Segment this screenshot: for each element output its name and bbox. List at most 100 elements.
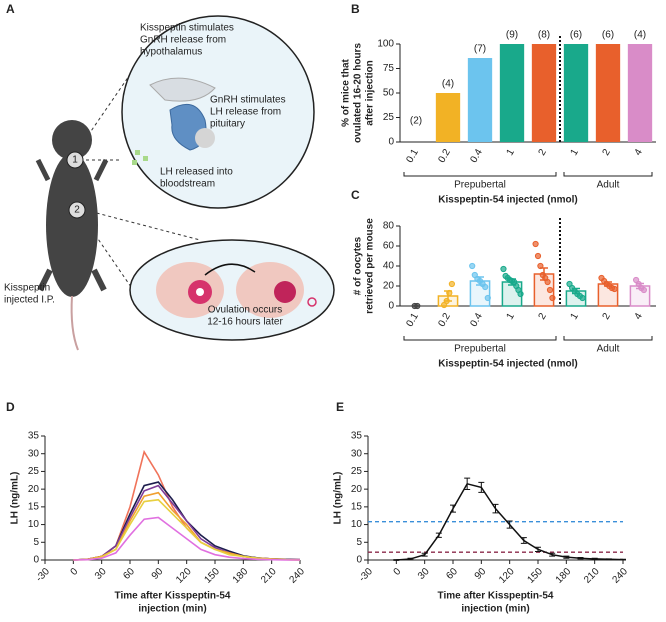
mouse-leg — [91, 268, 107, 292]
x-tick-label: 1 — [505, 311, 518, 322]
y-tick-label: 20 — [383, 281, 395, 292]
x-tick-label: 210 — [259, 566, 279, 586]
annotation: Kisspeptin stimulates — [140, 23, 234, 34]
point — [534, 252, 542, 260]
error-bar — [435, 532, 442, 538]
panel-label: D — [6, 400, 15, 414]
x-tick-label: 90 — [150, 566, 166, 582]
error-bar — [450, 504, 456, 513]
x-axis-label: injection (min) — [461, 604, 529, 615]
y-tick-label: 25 — [383, 112, 395, 123]
y-axis-label: # of oocytes — [353, 236, 364, 295]
panel-label: E — [336, 400, 344, 414]
n-label: (7) — [474, 44, 486, 55]
error-bar — [407, 557, 414, 561]
error-bar — [520, 537, 527, 544]
series-line — [73, 516, 300, 561]
x-axis-label: Kisspeptin-54 injected (nmol) — [438, 359, 577, 370]
x-tick-label: 60 — [444, 566, 460, 582]
x-tick-label: -30 — [34, 566, 52, 584]
marker — [68, 201, 86, 219]
x-tick-label: 0.1 — [404, 311, 421, 329]
y-tick-label: 50 — [383, 88, 395, 99]
x-tick-label: 90 — [473, 566, 489, 582]
y-tick-label: 80 — [383, 221, 395, 232]
mouse-tail — [70, 295, 79, 351]
y-tick-label: 30 — [351, 448, 363, 459]
x-tick-label: 0 — [392, 566, 404, 578]
y-tick-label: 25 — [28, 466, 40, 477]
x-tick-label: 1 — [505, 147, 518, 158]
marker-label: 1 — [72, 155, 78, 166]
y-axis-label: ovulated 16-20 hours — [353, 43, 364, 143]
y-tick-label: 40 — [383, 261, 395, 272]
bar — [563, 44, 589, 142]
annotation: LH release from — [210, 107, 281, 118]
point — [544, 278, 551, 286]
group-label: Prepubertal — [454, 180, 506, 191]
error-bar — [421, 552, 428, 557]
x-tick-label: 2 — [537, 147, 550, 158]
mouse-arm — [93, 158, 109, 182]
y-tick-label: 25 — [351, 466, 363, 477]
y-axis-label: LH (ng/mL) — [333, 472, 344, 525]
annotation: hypothalamus — [140, 47, 202, 58]
bar — [467, 58, 493, 142]
point — [443, 297, 450, 305]
point — [482, 283, 489, 291]
annotation: Kisspeptin — [4, 283, 50, 294]
y-tick-label: 35 — [28, 431, 40, 442]
error-bar — [535, 546, 541, 552]
oocyte — [196, 288, 204, 296]
bar — [499, 44, 525, 142]
annotation: GnRH release from — [140, 35, 226, 46]
x-tick-label: -30 — [357, 566, 375, 584]
error-bar — [563, 555, 570, 559]
released-oocyte — [307, 297, 317, 307]
point — [532, 240, 539, 248]
connector — [84, 209, 201, 241]
arrow — [204, 263, 256, 276]
x-tick-label: 60 — [121, 566, 137, 582]
x-tick-label: 180 — [554, 566, 574, 586]
group-label: Adult — [597, 180, 620, 191]
error-bar — [591, 557, 598, 561]
n-label: (4) — [634, 30, 646, 41]
x-tick-label: 180 — [231, 566, 251, 586]
bar — [627, 44, 653, 142]
x-tick-label: 30 — [93, 566, 109, 582]
y-tick-label: 20 — [351, 484, 363, 495]
point — [640, 286, 648, 294]
panel-label: C — [351, 188, 360, 202]
series-line — [73, 498, 301, 561]
y-tick-label: 100 — [377, 39, 394, 50]
point — [546, 286, 554, 294]
y-axis-label: after injection — [365, 60, 376, 126]
point — [469, 262, 476, 270]
x-tick-label: 240 — [287, 566, 307, 586]
marker — [66, 151, 84, 169]
y-axis-label: % of mice that — [341, 58, 352, 126]
x-axis-label: Kisspeptin-54 injected (nmol) — [438, 195, 577, 206]
x-tick-label: 150 — [525, 566, 545, 586]
point — [537, 262, 544, 270]
n-label: (8) — [538, 30, 550, 41]
x-tick-label: 240 — [610, 566, 630, 586]
x-axis-label: Time after Kisspeptin-54 — [115, 591, 231, 602]
y-tick-label: 0 — [388, 137, 394, 148]
n-label: (4) — [442, 79, 454, 90]
group-bracket — [403, 172, 557, 177]
error-bar — [478, 481, 485, 493]
y-tick-label: 10 — [351, 519, 363, 530]
y-tick-label: 15 — [351, 501, 363, 512]
point — [517, 290, 524, 298]
point — [549, 294, 556, 302]
y-tick-label: 5 — [356, 537, 362, 548]
panel-label: A — [6, 2, 15, 16]
y-tick-label: 15 — [28, 501, 40, 512]
point — [448, 280, 455, 288]
x-tick-label: 120 — [174, 566, 194, 586]
bar — [435, 93, 461, 142]
x-axis-label: injection (min) — [138, 604, 206, 615]
x-tick-label: 1 — [569, 311, 582, 322]
